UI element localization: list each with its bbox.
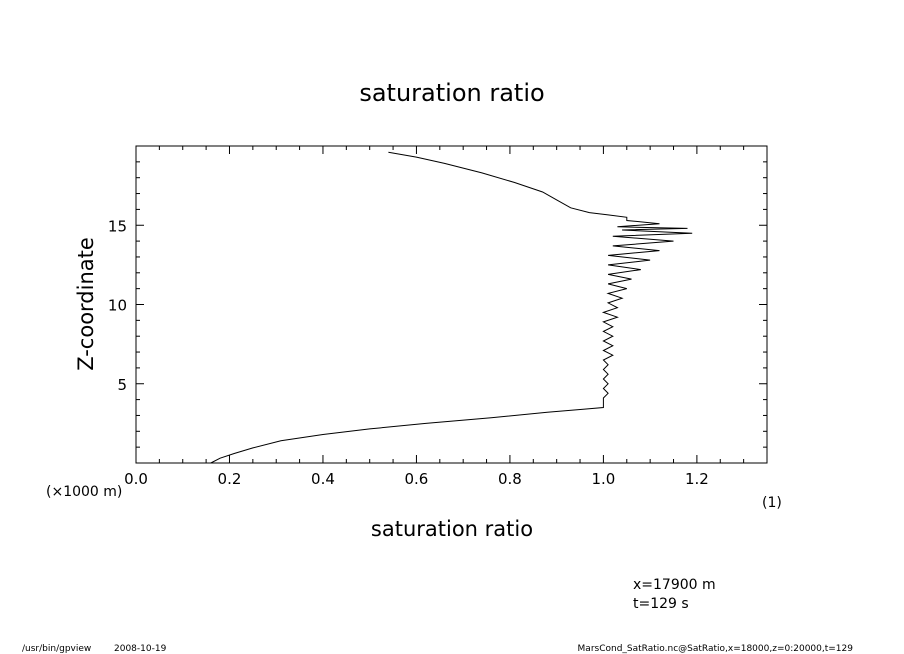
x-tick-label: 1.0 [591, 470, 615, 488]
x-tick-label: 1.2 [685, 470, 709, 488]
y-unit-label: (×1000 m) [46, 484, 122, 500]
series-line [210, 151, 693, 464]
x-tick-label: 0.0 [124, 470, 148, 488]
y-tick-label: 10 [108, 297, 127, 315]
x-tick-label: 0.4 [311, 470, 335, 488]
y-axis-label: Z-coordinate [74, 237, 98, 371]
time-annotation: t=129 s [633, 596, 689, 612]
footer-date: 2008-10-19 [114, 644, 167, 654]
x-axis-label: saturation ratio [371, 517, 533, 541]
x-tick-label: 0.6 [405, 470, 429, 488]
y-tick-label: 5 [117, 376, 127, 394]
y-tick-labels: 5 10 15 [108, 217, 127, 394]
x-tick-label: 0.2 [218, 470, 242, 488]
plot-frame [135, 145, 768, 464]
footer-program: /usr/bin/gpview [22, 644, 91, 654]
y-tick-label: 15 [108, 217, 127, 235]
x-tick-label: 0.8 [498, 470, 522, 488]
x-unit-label: (1) [762, 495, 782, 511]
x-tick-labels: 0.0 0.2 0.4 0.6 0.8 1.0 1.2 [124, 470, 709, 488]
x-position-annotation: x=17900 m [633, 577, 716, 593]
axis-ticks [135, 146, 768, 464]
chart-title: saturation ratio [359, 79, 544, 107]
footer-source: MarsCond_SatRatio.nc@SatRatio,x=18000,z=… [578, 644, 854, 654]
